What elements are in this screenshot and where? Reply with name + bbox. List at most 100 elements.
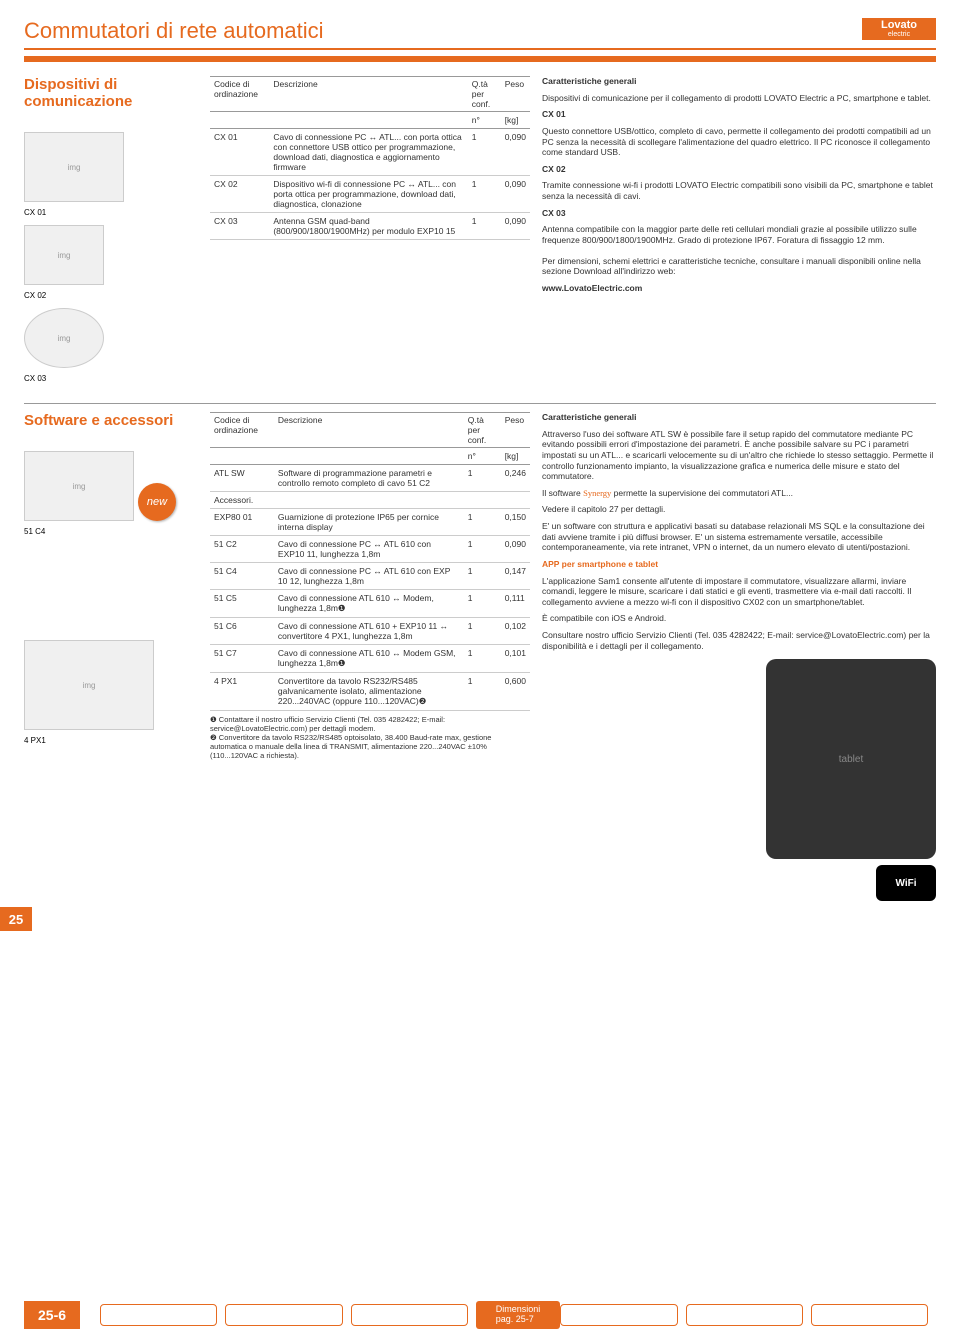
- col-header-code: Codice di ordinazione: [210, 77, 269, 112]
- cell-desc: Guarnizione di protezione IP65 per corni…: [274, 509, 464, 536]
- table-unit-row: n° [kg]: [210, 448, 530, 465]
- cell-desc: Antenna GSM quad-band (800/900/1800/1900…: [269, 213, 467, 240]
- header-divider: [24, 56, 936, 62]
- app-p2: È compatibile con iOS e Android.: [542, 613, 936, 624]
- col-header-desc: Descrizione: [274, 413, 464, 448]
- cell-code: EXP80 01: [210, 509, 274, 536]
- unit-qty: n°: [464, 448, 501, 465]
- table-row: 51 C4Cavo di connessione PC ↔ ATL 610 co…: [210, 563, 530, 590]
- cell-wt: 0,101: [501, 645, 530, 673]
- cell-code: 51 C5: [210, 590, 274, 618]
- section1-left-column: Dispositivi di comunicazione img CX 01 i…: [24, 76, 198, 385]
- footer-slot: [811, 1304, 928, 1326]
- section1-description: Caratteristiche generali Dispositivi di …: [542, 76, 936, 385]
- app-p1: L'applicazione Sam1 consente all'utente …: [542, 576, 936, 608]
- label-4px1: 4 PX1: [24, 736, 46, 745]
- desc2-p2a: Il software: [542, 488, 583, 498]
- cell-wt: 0,150: [501, 509, 530, 536]
- cell-desc: Cavo di connessione ATL 610 ↔ Modem GSM,…: [274, 645, 464, 673]
- cell-qty: 1: [464, 465, 501, 492]
- cell-desc: Dispositivo wi-fi di connessione PC ↔ AT…: [269, 176, 467, 213]
- side-page-number: 25: [0, 907, 32, 931]
- desc-cx03-h: CX 03: [542, 208, 936, 219]
- cell-wt: 0,111: [501, 590, 530, 618]
- desc-note: Per dimensioni, schemi elettrici e carat…: [542, 256, 936, 277]
- table-unit-row: n° [kg]: [210, 112, 530, 129]
- col-header-wt: Peso: [501, 77, 530, 112]
- desc2-p1: Attraverso l'uso dei software ATL SW è p…: [542, 429, 936, 482]
- product-image-51c4: img: [24, 451, 134, 521]
- desc2-heading: Caratteristiche generali: [542, 412, 936, 423]
- cell-wt: 0,246: [501, 465, 530, 492]
- desc2-p2b: permette la supervisione dei commutatori…: [611, 488, 793, 498]
- table-row: 51 C2Cavo di connessione PC ↔ ATL 610 co…: [210, 536, 530, 563]
- cell-code: CX 03: [210, 213, 269, 240]
- footer-slot: [100, 1304, 217, 1326]
- table-row: CX 03 Antenna GSM quad-band (800/900/180…: [210, 213, 530, 240]
- cell-code: CX 02: [210, 176, 269, 213]
- unit-qty: n°: [468, 112, 501, 129]
- cell-desc: Cavo di connessione PC ↔ ATL 610 con EXP…: [274, 536, 464, 563]
- cell-code: ATL SW: [210, 465, 274, 492]
- col-header-wt: Peso: [501, 413, 530, 448]
- cell-qty: 1: [464, 536, 501, 563]
- cell-wt: 0,147: [501, 563, 530, 590]
- footer-dim-page: pag. 25-7: [496, 1315, 541, 1325]
- table-row: CX 02 Dispositivo wi-fi di connessione P…: [210, 176, 530, 213]
- desc2-p3: Vedere il capitolo 27 per dettagli.: [542, 504, 936, 515]
- table-row: 4 PX1Convertitore da tavolo RS232/RS485 …: [210, 673, 530, 711]
- label-cx03: CX 03: [24, 374, 46, 383]
- table-row: EXP80 01Guarnizione di protezione IP65 p…: [210, 509, 530, 536]
- logo-main-text: Lovato: [881, 20, 917, 31]
- section-dispositivi: Dispositivi di comunicazione img CX 01 i…: [24, 76, 936, 385]
- desc-cx02-p: Tramite connessione wi-fi i prodotti LOV…: [542, 180, 936, 201]
- table-row: 51 C6Cavo di connessione ATL 610 + EXP10…: [210, 618, 530, 645]
- cell-qty: 1: [464, 590, 501, 618]
- table-subheader: Accessori.: [210, 492, 530, 509]
- logo-sub-text: electric: [888, 31, 910, 38]
- section1-table-column: Codice di ordinazione Descrizione Q.tà p…: [210, 76, 530, 385]
- table-row: CX 01 Cavo di connessione PC ↔ ATL... co…: [210, 129, 530, 176]
- page-header: Commutatori di rete automatici Lovato el…: [24, 18, 936, 50]
- cell-qty: 1: [464, 645, 501, 673]
- synergy-brand: Synergy: [583, 488, 611, 498]
- cell-wt: 0,102: [501, 618, 530, 645]
- unit-wt: [kg]: [501, 448, 530, 465]
- app-heading: APP per smartphone e tablet: [542, 559, 936, 570]
- new-badge: new: [138, 483, 176, 521]
- cell-qty: 1: [468, 176, 501, 213]
- tablet-image: tablet: [766, 659, 936, 859]
- desc-cx03-p: Antenna compatibile con la maggior parte…: [542, 224, 936, 245]
- label-cx01: CX 01: [24, 208, 46, 217]
- cell-qty: 1: [464, 618, 501, 645]
- section2-title: Software e accessori: [24, 412, 198, 429]
- col-header-desc: Descrizione: [269, 77, 467, 112]
- cell-wt: 0,090: [501, 536, 530, 563]
- section1-title: Dispositivi di comunicazione: [24, 76, 198, 110]
- desc-cx01-h: CX 01: [542, 109, 936, 120]
- cell-code: CX 01: [210, 129, 269, 176]
- desc2-p4: E' un software con struttura e applicati…: [542, 521, 936, 553]
- table-header-row: Codice di ordinazione Descrizione Q.tà p…: [210, 77, 530, 112]
- cell-wt: 0,600: [501, 673, 530, 711]
- footer-slot: [560, 1304, 677, 1326]
- cell-wt: 0,090: [501, 176, 530, 213]
- table-header-row: Codice di ordinazione Descrizione Q.tà p…: [210, 413, 530, 448]
- app-p3: Consultare nostro ufficio Servizio Clien…: [542, 630, 936, 651]
- cell-desc: Software di programmazione parametri e c…: [274, 465, 464, 492]
- table-row: 51 C5Cavo di connessione ATL 610 ↔ Modem…: [210, 590, 530, 618]
- unit-wt: [kg]: [501, 112, 530, 129]
- section1-table: Codice di ordinazione Descrizione Q.tà p…: [210, 76, 530, 240]
- cell-code: 51 C2: [210, 536, 274, 563]
- product-image-cx02: img: [24, 225, 104, 285]
- cell-qty: 1: [468, 129, 501, 176]
- section-software: Software e accessori img new 51 C4 img 4…: [24, 412, 936, 901]
- cell-qty: 1: [464, 509, 501, 536]
- desc-cx01-p: Questo connettore USB/ottico, completo d…: [542, 126, 936, 158]
- cell-code: 51 C4: [210, 563, 274, 590]
- desc2-p2: Il software Synergy permette la supervis…: [542, 488, 936, 499]
- page-footer: 25-6 Dimensioni pag. 25-7: [0, 1296, 960, 1334]
- page-title: Commutatori di rete automatici: [24, 18, 324, 44]
- col-header-qty: Q.tà per conf.: [464, 413, 501, 448]
- col-header-code: Codice di ordinazione: [210, 413, 274, 448]
